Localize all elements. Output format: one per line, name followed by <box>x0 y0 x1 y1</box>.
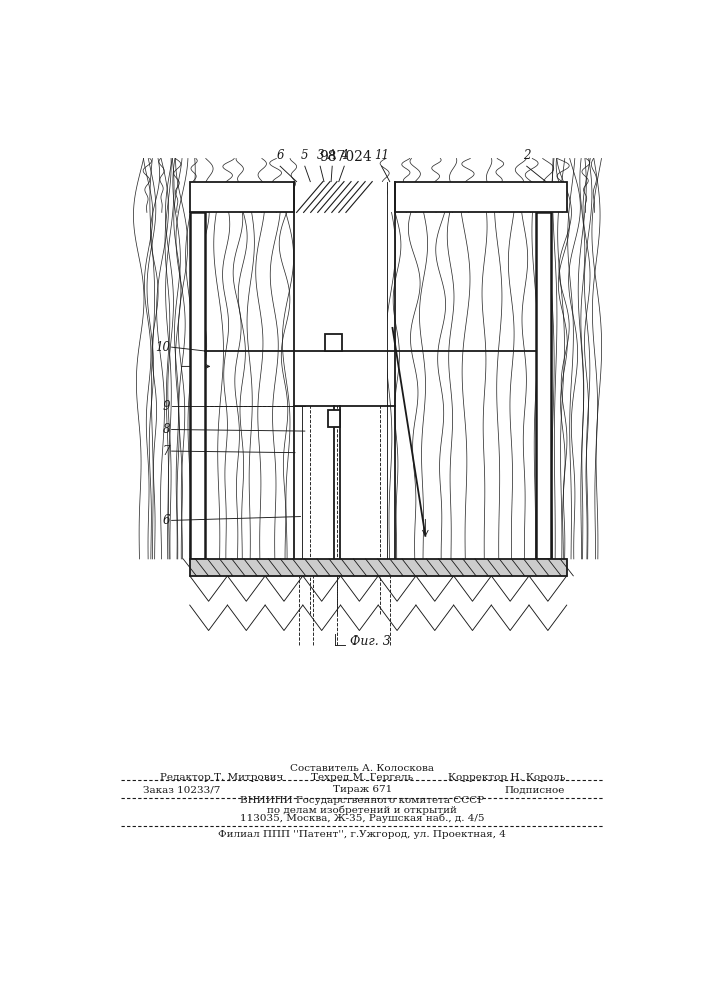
Bar <box>325 334 341 351</box>
Text: по делам изобретений и открытий: по делам изобретений и открытий <box>267 805 457 815</box>
Text: Фиг. 3: Фиг. 3 <box>350 635 391 648</box>
Text: 11: 11 <box>374 149 389 162</box>
Text: 7: 7 <box>163 445 170 458</box>
Text: 5: 5 <box>301 149 308 162</box>
Text: 6: 6 <box>163 514 170 527</box>
Text: 9: 9 <box>163 400 170 413</box>
Text: Редактор Т. Митрович: Редактор Т. Митрович <box>160 773 283 782</box>
Bar <box>189 182 294 212</box>
Text: Заказ 10233/7: Заказ 10233/7 <box>144 785 221 794</box>
Text: A: A <box>328 149 337 162</box>
Text: Подписное: Подписное <box>505 785 565 794</box>
Text: Составитель А. Колоскова: Составитель А. Колоскова <box>291 764 434 773</box>
Bar <box>327 410 339 427</box>
Text: 4: 4 <box>341 149 348 162</box>
Bar <box>189 559 567 576</box>
Text: ВНИИПИ Государственного комитета СССР: ВНИИПИ Государственного комитета СССР <box>240 796 484 805</box>
Text: 3: 3 <box>317 149 324 162</box>
Text: Корректор Н. Король: Корректор Н. Король <box>448 773 565 782</box>
Text: 10: 10 <box>156 341 170 354</box>
Text: Техред М. Гергель: Техред М. Гергель <box>311 773 414 782</box>
Text: 113035, Москва, Ж-35, Раушская наб., д. 4/5: 113035, Москва, Ж-35, Раушская наб., д. … <box>240 814 484 823</box>
Text: Филиал ППП ''Патент'', г.Ужгород, ул. Проектная, 4: Филиал ППП ''Патент'', г.Ужгород, ул. Пр… <box>218 830 506 839</box>
Text: Тираж 671: Тираж 671 <box>333 785 392 794</box>
Bar <box>189 212 205 559</box>
Bar <box>536 212 551 559</box>
Text: 2: 2 <box>523 149 530 162</box>
Bar <box>302 182 387 406</box>
Text: 987024: 987024 <box>320 150 373 164</box>
Text: 6: 6 <box>276 149 284 162</box>
Bar <box>395 182 567 212</box>
Text: 8: 8 <box>163 423 170 436</box>
